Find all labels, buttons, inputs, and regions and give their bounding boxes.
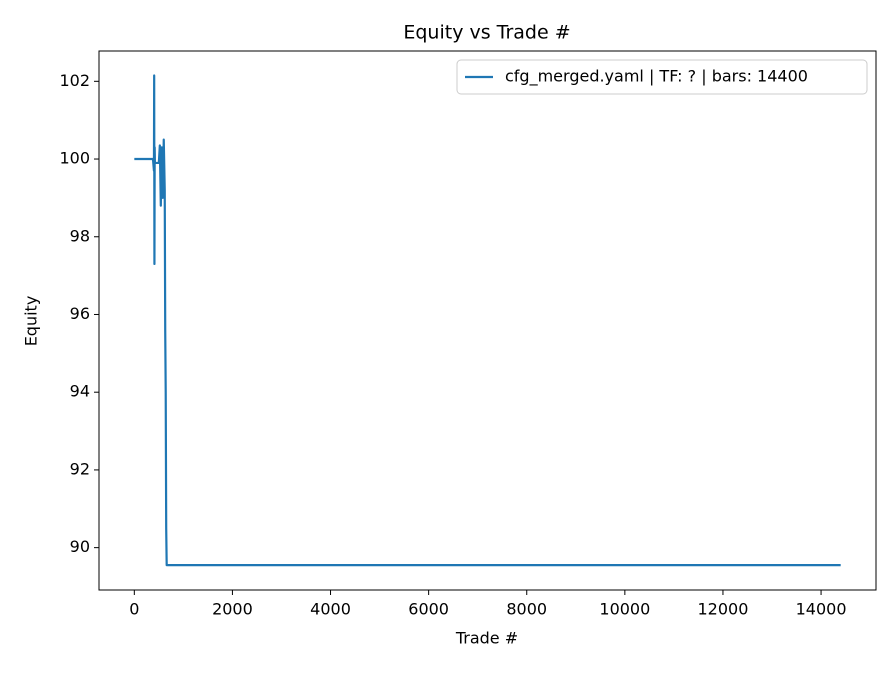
y-tick-label: 102 xyxy=(59,71,90,90)
y-tick-label: 100 xyxy=(59,149,90,168)
y-tick-label: 90 xyxy=(70,537,90,556)
x-tick-label: 14000 xyxy=(796,600,847,619)
legend-box xyxy=(456,59,868,95)
x-tick-label: 6000 xyxy=(408,600,449,619)
series-line xyxy=(134,74,841,567)
x-tick-label: 2000 xyxy=(212,600,253,619)
y-axis-label: Equity xyxy=(22,296,41,347)
x-tick-label: 10000 xyxy=(599,600,650,619)
x-tick-label: 0 xyxy=(129,600,139,619)
x-tick-label: 4000 xyxy=(310,600,351,619)
legend-label: cfg_merged.yaml | TF: ? | bars: 14400 xyxy=(505,67,808,87)
y-tick-label: 98 xyxy=(70,226,90,245)
y-tick-label: 96 xyxy=(70,304,90,323)
chart-title: Equity vs Trade # xyxy=(403,22,570,44)
x-tick-label: 12000 xyxy=(698,600,749,619)
y-tick-label: 92 xyxy=(70,459,90,478)
axes-frame xyxy=(98,50,877,591)
x-tick-label: 8000 xyxy=(506,600,547,619)
x-axis-label: Trade # xyxy=(455,629,518,648)
y-tick-label: 94 xyxy=(70,382,90,401)
